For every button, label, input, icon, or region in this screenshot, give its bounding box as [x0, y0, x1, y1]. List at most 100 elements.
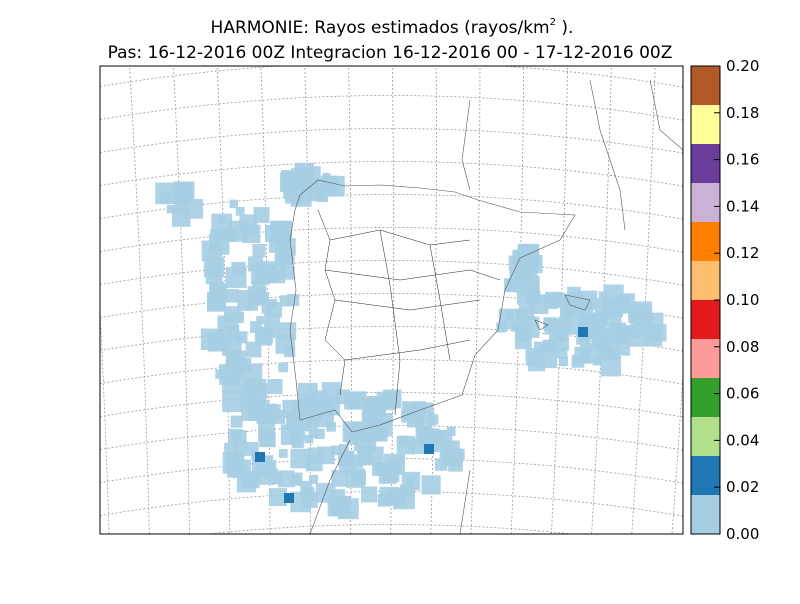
- precip-cell: [358, 444, 368, 455]
- precip-cell: [274, 269, 285, 280]
- colorbar-tick-label: 0.20: [726, 57, 759, 75]
- parallel: [100, 326, 683, 352]
- precip-cell: [337, 498, 359, 520]
- precip-cell: [232, 311, 245, 323]
- map-frame: [99, 65, 684, 535]
- precip-cell: [210, 229, 221, 240]
- precip-cell: [250, 321, 262, 333]
- precip-cell: [558, 356, 568, 367]
- precip-cell: [209, 281, 225, 297]
- precip-cell: [255, 464, 276, 485]
- precip-cell: [558, 316, 572, 330]
- precip-cell: [314, 428, 325, 439]
- precip-cell: [377, 493, 391, 507]
- precip-cell: [315, 189, 328, 203]
- precip-cell: [369, 396, 386, 413]
- meridian: [348, 66, 352, 534]
- parallel: [100, 392, 683, 418]
- precip-cell: [166, 204, 176, 214]
- precip-cell: [252, 243, 266, 258]
- precip-cell: [382, 389, 402, 409]
- precip-cell: [304, 434, 314, 444]
- precip-cell: [308, 474, 318, 484]
- precip-cell: [338, 444, 349, 454]
- meridian: [470, 66, 481, 534]
- precip-cell: [225, 349, 241, 365]
- precip-cell: [401, 408, 412, 419]
- precip-cell: [215, 369, 225, 379]
- colorbar-tick-label: 0.14: [726, 197, 759, 215]
- precip-cell: [515, 279, 525, 289]
- precip-cell: [427, 414, 439, 425]
- precip-cell: [255, 291, 270, 306]
- precip-cell: [232, 459, 251, 479]
- precip-cell: [172, 208, 191, 227]
- colorbar-tick-label: 0.02: [726, 478, 759, 496]
- precip-cell: [346, 433, 358, 445]
- precip-cell: [255, 261, 277, 283]
- precip-cell: [511, 321, 522, 332]
- precip-cell: [224, 288, 239, 303]
- precip-cell: [259, 410, 271, 421]
- parallel: [100, 66, 683, 88]
- precip-cell: [172, 181, 195, 204]
- precip-cell: [235, 206, 245, 216]
- precip-cell: [541, 294, 550, 303]
- precip-cell: [338, 456, 356, 474]
- precip-cell: [351, 470, 367, 486]
- precip-cell: [278, 362, 289, 373]
- precip-cell-high: [424, 444, 434, 454]
- precip-cell: [290, 448, 311, 469]
- precip-cell: [431, 430, 453, 452]
- parallel: [100, 95, 683, 121]
- precip-cell: [308, 447, 325, 464]
- colorbar-tick-label: 0.12: [726, 244, 759, 262]
- precip-cell: [611, 329, 627, 345]
- parallel: [80, 558, 700, 586]
- title: HARMONIE: Rayos estimados (rayos/km2 ).: [211, 17, 574, 38]
- precip-cell: [315, 482, 336, 503]
- meridian: [671, 368, 683, 534]
- colorbar-tick-label: 0.04: [726, 431, 759, 449]
- precip-cell: [245, 341, 262, 358]
- precip-cell: [279, 295, 291, 307]
- precip-cell: [598, 291, 608, 301]
- precip-cell: [392, 487, 415, 510]
- precip-cell: [538, 349, 558, 369]
- precip-cell: [556, 347, 568, 359]
- precip-cell: [281, 170, 301, 190]
- precip-cell: [301, 492, 318, 508]
- precip-cell: [635, 328, 644, 337]
- precip-cell: [225, 324, 240, 339]
- precip-cell: [356, 450, 373, 466]
- precip-cell: [200, 328, 223, 351]
- precip-cell: [541, 343, 550, 352]
- precip-cell: [594, 329, 609, 344]
- precip-cell: [275, 334, 295, 354]
- parallel: [100, 128, 683, 154]
- precip-cell: [379, 412, 393, 426]
- precip-cell: [270, 220, 292, 243]
- colorbar-tick-label: 0.06: [726, 385, 759, 403]
- precip-cell: [373, 426, 388, 442]
- precip-cell: [526, 290, 541, 305]
- meridian: [0, 40, 30, 560]
- precip-cell: [444, 448, 463, 467]
- precip-cell: [505, 310, 514, 320]
- precip-cell: [256, 316, 265, 325]
- precip-cell: [240, 363, 263, 386]
- precip-cell: [298, 167, 308, 177]
- parallel: [100, 458, 683, 484]
- parallel: [100, 161, 683, 187]
- precip-cell: [344, 392, 361, 410]
- meridian: [40, 40, 70, 560]
- precip-cell: [590, 322, 600, 333]
- parallel: [100, 425, 683, 451]
- precip-cell: [222, 227, 238, 243]
- islands: [309, 79, 683, 534]
- precip-cell: [506, 279, 519, 292]
- precip-cell: [308, 181, 320, 193]
- precip-cell-high: [284, 493, 294, 503]
- precip-cell: [569, 299, 580, 311]
- meridian: [100, 302, 110, 534]
